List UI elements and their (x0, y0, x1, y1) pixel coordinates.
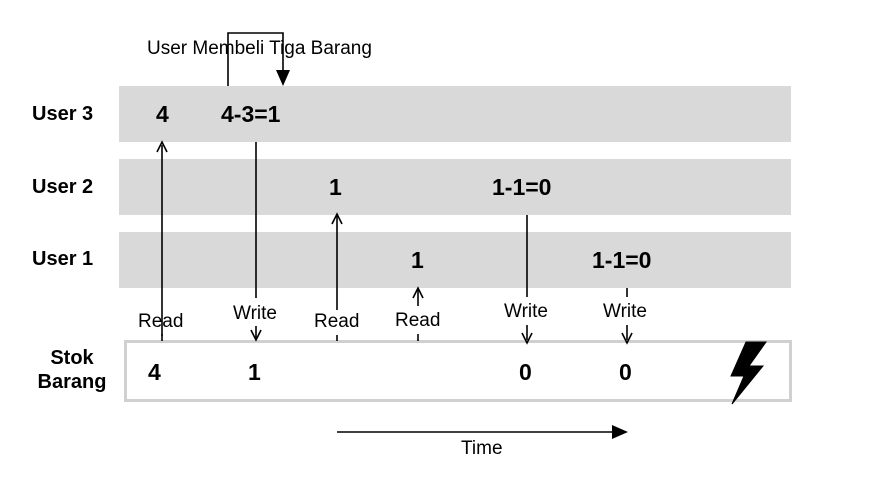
stock-value-after-user3: 1 (248, 359, 261, 385)
user2-band (119, 159, 791, 215)
user1-band (119, 232, 791, 288)
stock-value-initial: 4 (148, 359, 161, 385)
user3-label: User 3 (32, 103, 94, 125)
stock-label-line1: Stok (50, 347, 94, 369)
op-write-user3: Write (233, 303, 277, 324)
user3-read-value: 4 (156, 101, 169, 127)
user1-read-value: 1 (411, 247, 424, 273)
user2-computation: 1-1=0 (492, 174, 552, 200)
stock-value-after-user1: 0 (619, 359, 632, 385)
stock-label: Stok Barang (26, 346, 118, 394)
time-label: Time (461, 438, 503, 459)
op-write-user2: Write (504, 301, 548, 322)
user2-read-value: 1 (329, 174, 342, 200)
stock-value-after-user2: 0 (519, 359, 532, 385)
user2-label: User 2 (32, 176, 94, 198)
op-read-user3: Read (138, 311, 184, 332)
op-read-user2: Read (314, 311, 360, 332)
annotation-text: User Membeli Tiga Barang (147, 38, 372, 59)
time-arrowhead (612, 425, 628, 439)
lightning-bolt-icon (730, 341, 767, 405)
annotation-arrowhead (276, 70, 290, 86)
user1-computation: 1-1=0 (592, 247, 652, 273)
user3-computation: 4-3=1 (221, 101, 281, 127)
user3-band (119, 86, 791, 142)
stock-box (124, 340, 792, 402)
user1-label: User 1 (32, 248, 94, 270)
op-write-user1: Write (603, 301, 647, 322)
stock-label-line2: Barang (37, 371, 107, 393)
annotation-bracket (227, 32, 284, 86)
op-read-user1: Read (395, 310, 441, 331)
